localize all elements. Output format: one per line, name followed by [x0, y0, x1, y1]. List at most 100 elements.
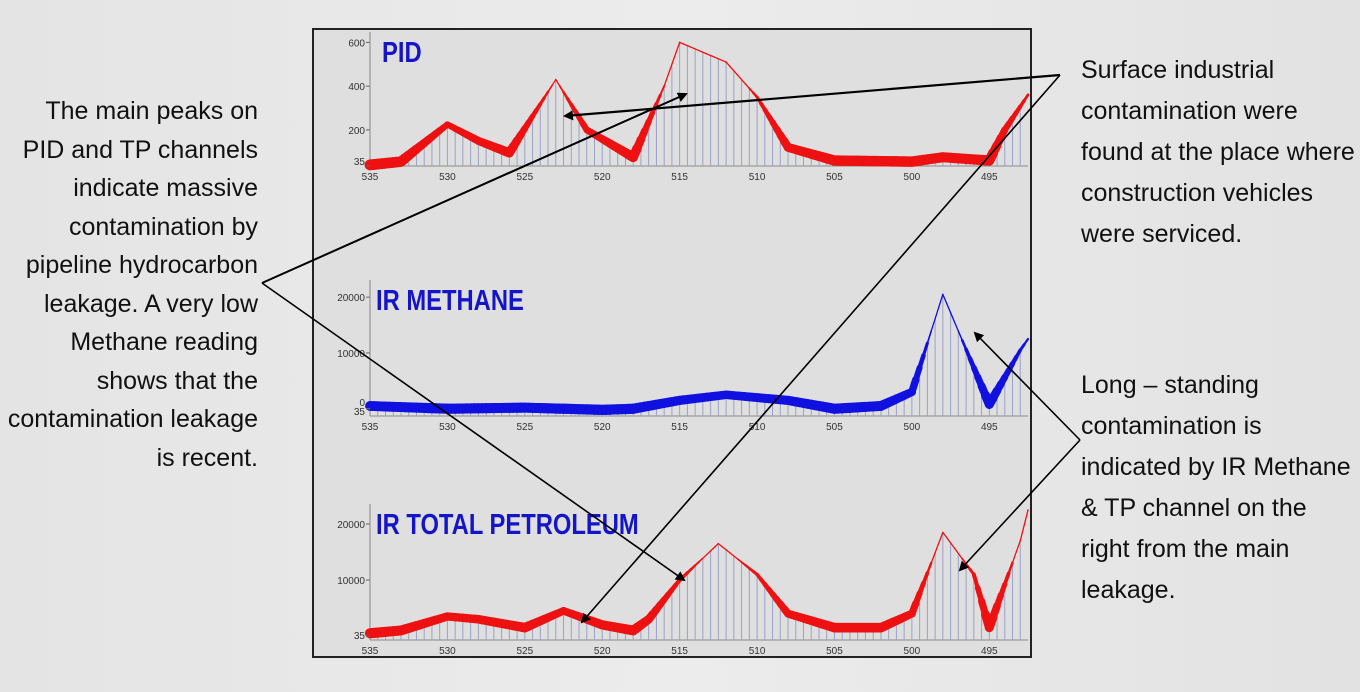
data-point: [833, 626, 836, 629]
series-segment: [686, 45, 692, 48]
x-tick-label: 515: [671, 646, 688, 657]
annotation-line: contamination by: [68, 212, 258, 241]
annotation-line: leakage. A very low: [43, 289, 258, 318]
series-segment: [682, 43, 689, 47]
arrow-methane-497: [973, 331, 1081, 441]
annotation-line: construction vehicles: [1081, 179, 1314, 207]
data-point: [400, 160, 402, 163]
data-point: [446, 407, 449, 410]
series-segment: [659, 85, 666, 96]
data-point: [1019, 540, 1022, 542]
series-segment: [998, 581, 1008, 598]
data-point: [787, 399, 789, 402]
annotation-line: Long – standing: [1081, 371, 1259, 399]
chart-ir-total-petroleum: 535 530 525 520 515 510 505 500 495 20000 10000 35 I…: [337, 504, 1029, 657]
data-point: [632, 629, 634, 632]
annotation-line: shows that the: [96, 366, 258, 395]
series-segment: [1007, 561, 1014, 575]
x-tick-label: 495: [981, 646, 998, 657]
data-point: [725, 393, 727, 396]
data-point: [508, 152, 511, 154]
series-segment: [551, 78, 557, 87]
series-segment: [555, 78, 561, 87]
data-point: [880, 405, 882, 407]
annotation-line: is recent.: [156, 443, 258, 472]
data-point: [911, 160, 913, 163]
series-segment: [942, 531, 948, 539]
data-point: [787, 612, 789, 615]
y-tick-label: 600: [348, 38, 365, 49]
x-tick-label: 515: [671, 422, 688, 433]
chart-title: IR METHANE: [376, 284, 524, 317]
series-segment: [729, 65, 735, 72]
annotation-line: indicated by IR Methane: [1081, 453, 1351, 481]
series-segment: [675, 41, 681, 54]
x-tick-label: 505: [826, 646, 843, 657]
series-segment: [921, 571, 930, 586]
data-point: [446, 123, 449, 126]
series-segment: [938, 293, 944, 308]
series-segment: [917, 353, 926, 370]
series-segment: [740, 78, 747, 85]
annotation-line: right from the main: [1081, 535, 1290, 563]
x-tick-label: 505: [826, 172, 843, 183]
x-tick-label: 525: [516, 646, 533, 657]
x-tick-label: 525: [516, 422, 533, 433]
x-tick-label: 495: [981, 422, 998, 433]
series-segment: [709, 546, 716, 552]
data-point: [880, 626, 882, 629]
x-tick-label: 530: [439, 646, 456, 657]
annotation-line: contamination is: [1081, 412, 1262, 440]
arrow-tp-515: [261, 282, 686, 582]
series-segment: [717, 58, 723, 62]
chart-pid: 535 530 525 520 515 510 505 500 495 600 400 200 35 PI…: [348, 32, 1030, 183]
y-tick-label: 400: [348, 82, 365, 93]
data-point: [911, 391, 913, 393]
data-point: [632, 407, 634, 410]
series-segment: [1002, 571, 1011, 587]
data-point: [369, 405, 371, 407]
x-tick-label: 510: [749, 646, 766, 657]
data-point: [1027, 338, 1029, 340]
x-tick-label: 520: [594, 172, 611, 183]
arrow-pid-515: [261, 92, 688, 284]
x-tick-label: 500: [904, 422, 921, 433]
data-point: [1027, 94, 1029, 96]
y-tick-label: 20000: [337, 293, 365, 304]
data-point: [562, 610, 565, 612]
data-point: [647, 618, 650, 621]
arrow-pid-523: [563, 73, 1061, 121]
data-point: [678, 41, 681, 44]
series-segment: [713, 56, 720, 60]
data-point: [663, 85, 665, 87]
x-tick-label: 520: [594, 422, 611, 433]
series-segment: [663, 74, 669, 87]
series-segment: [957, 552, 963, 560]
data-point: [601, 624, 604, 626]
data-point: [717, 542, 720, 545]
series-segment: [654, 93, 662, 106]
y-tick-label: 35: [354, 407, 366, 418]
x-tick-label: 535: [362, 422, 379, 433]
data-point: [787, 146, 789, 149]
x-tick-label: 505: [826, 422, 843, 433]
series-segment: [690, 46, 696, 50]
annotation-line: were serviced.: [1081, 220, 1243, 248]
x-tick-label: 530: [439, 422, 456, 433]
data-point: [988, 159, 991, 162]
arrow-tp-521: [580, 74, 1061, 624]
annotation-line: The main peaks on: [45, 97, 258, 125]
series-segment: [938, 531, 944, 544]
data-point: [988, 403, 991, 406]
annotation-line: & TP channel on the: [1081, 494, 1307, 522]
x-tick-label: 525: [516, 172, 533, 183]
y-tick-label: 0: [359, 398, 365, 409]
data-point: [942, 531, 944, 534]
series-segment: [946, 537, 952, 544]
x-tick-label: 515: [671, 172, 688, 183]
series-segment: [930, 318, 936, 332]
annotation-arrows: [261, 73, 1081, 624]
annotation-line: found at the place where: [1081, 138, 1355, 166]
y-tick-label: 20000: [337, 520, 365, 531]
